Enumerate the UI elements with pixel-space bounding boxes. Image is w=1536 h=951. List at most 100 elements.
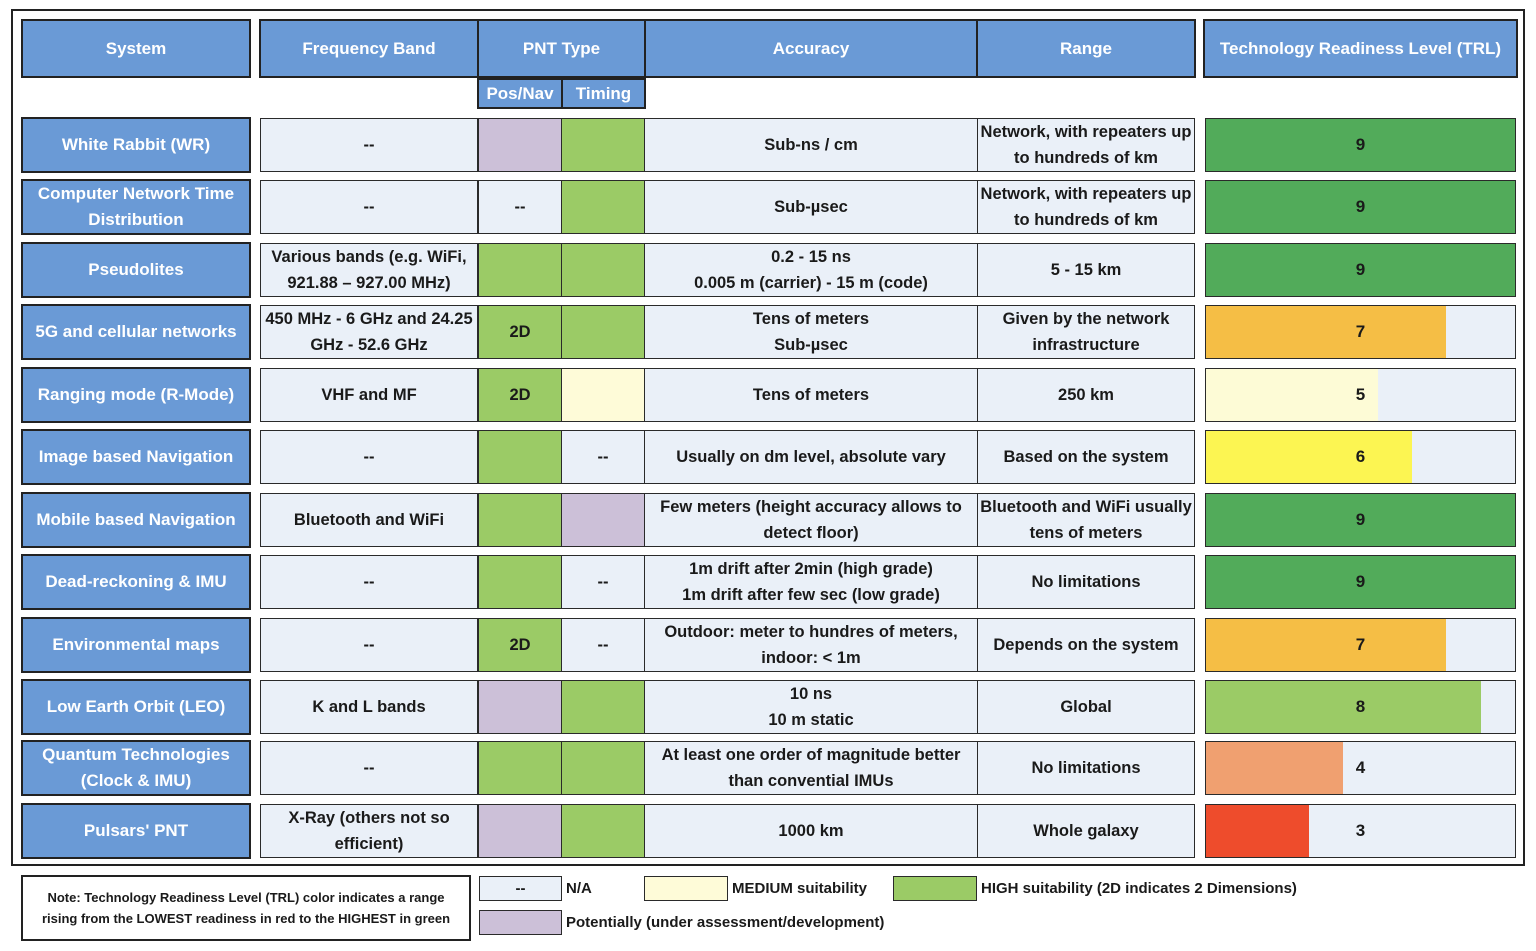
range-cell: 5 - 15 km [977,243,1195,297]
timing-cell: -- [561,555,645,609]
legend-na-swatch: -- [479,876,562,901]
trl-cell: 7 [1205,305,1516,359]
trl-bar [1206,805,1309,857]
range-cell: Global [977,680,1195,734]
trl-bar [1206,494,1515,546]
trl-bar [1206,556,1515,608]
frequency-cell: -- [260,118,478,172]
system-cell: Computer Network Time Distribution [21,179,251,235]
range-cell: 250 km [977,368,1195,422]
trl-cell: 9 [1205,243,1516,297]
header-trl: Technology Readiness Level (TRL) [1203,19,1518,78]
trl-value: 7 [1355,635,1366,654]
system-cell: Image based Navigation [21,429,251,485]
trl-note: Note: Technology Readiness Level (TRL) c… [21,875,471,941]
timing-cell [561,741,645,795]
range-cell: Bluetooth and WiFi usually tens of meter… [977,493,1195,547]
pos-nav-cell [478,804,562,858]
system-cell: Quantum Technologies (Clock & IMU) [21,740,251,796]
range-cell: Depends on the system [977,618,1195,672]
frequency-cell: -- [260,555,478,609]
system-cell: Dead-reckoning & IMU [21,554,251,610]
legend-potential-swatch [479,910,562,935]
timing-cell [561,243,645,297]
frequency-cell: -- [260,618,478,672]
trl-value: 9 [1355,572,1366,591]
trl-value: 7 [1355,322,1366,341]
timing-cell: -- [561,430,645,484]
pos-nav-cell: -- [478,180,562,234]
accuracy-cell: 1000 km [644,804,978,858]
pos-nav-cell [478,243,562,297]
system-cell: Pseudolites [21,242,251,298]
trl-bar [1206,306,1446,358]
system-cell: Ranging mode (R-Mode) [21,367,251,423]
timing-cell [561,305,645,359]
frequency-cell: Bluetooth and WiFi [260,493,478,547]
timing-cell [561,180,645,234]
accuracy-cell: At least one order of magnitude better t… [644,741,978,795]
range-cell: No limitations [977,741,1195,795]
accuracy-cell: Outdoor: meter to hundres of meters, ind… [644,618,978,672]
system-cell: White Rabbit (WR) [21,117,251,173]
legend-medium-swatch [644,876,728,901]
accuracy-cell: 0.2 - 15 ns 0.005 m (carrier) - 15 m (co… [644,243,978,297]
accuracy-cell: 1m drift after 2min (high grade) 1m drif… [644,555,978,609]
accuracy-cell: Tens of meters [644,368,978,422]
system-cell: Low Earth Orbit (LEO) [21,679,251,735]
header-pnt-type: PNT Type [477,19,646,78]
frequency-cell: K and L bands [260,680,478,734]
trl-bar [1206,431,1412,483]
trl-value: 6 [1355,447,1366,466]
range-cell: Network, with repeaters up to hundreds o… [977,180,1195,234]
pos-nav-cell: 2D [478,305,562,359]
timing-cell [561,680,645,734]
pos-nav-cell: 2D [478,368,562,422]
pos-nav-cell [478,741,562,795]
range-cell: Network, with repeaters up to hundreds o… [977,118,1195,172]
frequency-cell: Various bands (e.g. WiFi, 921.88 – 927.0… [260,243,478,297]
trl-value: 9 [1355,197,1366,216]
frequency-cell: -- [260,741,478,795]
range-cell: Whole galaxy [977,804,1195,858]
legend-na-label: N/A [566,880,592,897]
timing-cell [561,804,645,858]
trl-cell: 4 [1205,741,1516,795]
trl-bar [1206,119,1515,171]
timing-cell: -- [561,618,645,672]
trl-bar [1206,742,1343,794]
frequency-cell: -- [260,180,478,234]
system-cell: 5G and cellular networks [21,304,251,360]
pos-nav-cell [478,555,562,609]
frequency-cell: X-Ray (others not so efficient) [260,804,478,858]
header-timing: Timing [561,78,646,109]
accuracy-cell: Usually on dm level, absolute vary [644,430,978,484]
frequency-cell: 450 MHz - 6 GHz and 24.25 GHz - 52.6 GHz [260,305,478,359]
legend-potential-label: Potentially (under assessment/developmen… [566,914,885,931]
trl-value: 9 [1355,260,1366,279]
accuracy-cell: Few meters (height accuracy allows to de… [644,493,978,547]
trl-value: 8 [1355,697,1366,716]
range-cell: Given by the network infrastructure [977,305,1195,359]
trl-cell: 9 [1205,180,1516,234]
timing-cell [561,368,645,422]
timing-cell [561,118,645,172]
trl-value: 3 [1355,821,1366,840]
accuracy-cell: Sub-µsec [644,180,978,234]
pos-nav-cell [478,430,562,484]
pos-nav-cell [478,493,562,547]
trl-value: 4 [1355,758,1366,777]
legend-high-label: HIGH suitability (2D indicates 2 Dimensi… [981,880,1297,897]
accuracy-cell: Sub-ns / cm [644,118,978,172]
range-cell: No limitations [977,555,1195,609]
pos-nav-cell [478,118,562,172]
header-accuracy: Accuracy [644,19,978,78]
trl-cell: 9 [1205,555,1516,609]
header-system: System [21,19,251,78]
trl-cell: 3 [1205,804,1516,858]
trl-cell: 7 [1205,618,1516,672]
trl-bar [1206,681,1481,733]
system-cell: Environmental maps [21,617,251,673]
legend-medium-label: MEDIUM suitability [732,880,868,897]
trl-cell: 8 [1205,680,1516,734]
